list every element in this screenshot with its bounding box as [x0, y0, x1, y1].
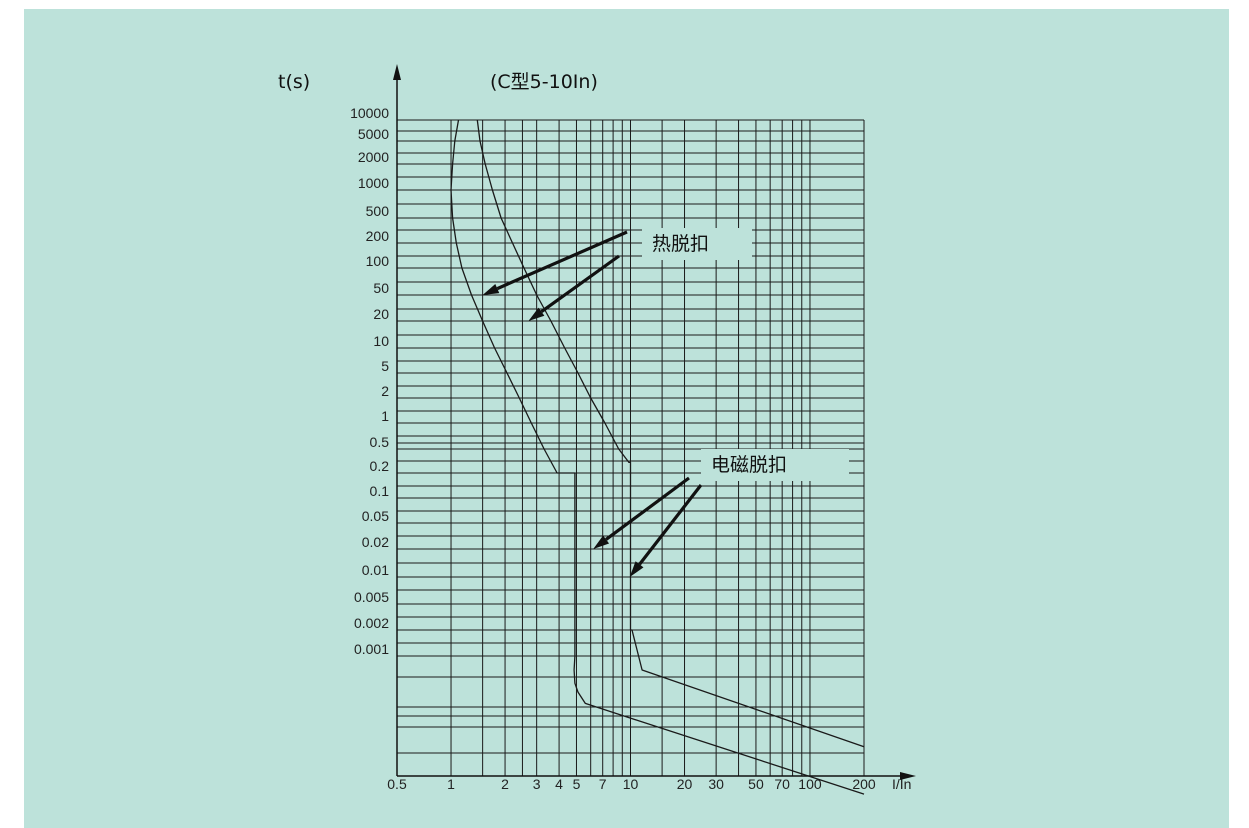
y-tick-label: 50	[373, 280, 389, 296]
x-tick-label: 1	[447, 776, 455, 792]
annotation-label: 电磁脱扣	[711, 454, 787, 476]
trip-curve-1	[450, 119, 865, 795]
chart-title: (C型5-10In)	[490, 71, 598, 93]
x-tick-label: 5	[573, 776, 581, 792]
y-tick-label: 0.1	[370, 483, 390, 499]
y-tick-labels: 10000 5000 2000 1000 500 200 100 50 20 10 5 2 1 0.5 0.…	[350, 105, 389, 657]
annotation-label: 热脱扣	[652, 233, 709, 255]
y-tick-label: 0.2	[370, 458, 390, 474]
x-tick-label: 70	[774, 776, 790, 792]
x-axis-label: I/In	[892, 776, 911, 792]
y-tick-label: 5	[381, 358, 389, 374]
y-tick-label: 20	[373, 306, 389, 322]
x-tick-label: 4	[555, 776, 563, 792]
x-tick-label: 3	[533, 776, 541, 792]
grid	[397, 119, 865, 776]
annotation-backdrop	[701, 449, 849, 481]
x-tick-label: 0.5	[387, 776, 407, 792]
x-tick-label: 30	[708, 776, 724, 792]
y-tick-label: 0.002	[354, 615, 389, 631]
x-tick-label: 50	[748, 776, 764, 792]
x-tick-label: 2	[501, 776, 509, 792]
annotation-arrow-shaft	[540, 254, 620, 313]
x-tick-label: 7	[599, 776, 607, 792]
x-tick-labels: 0.5 1 2 3 4 5 7 10 20 30 50 70 100 200	[387, 776, 876, 792]
annotation-arrow-shaft	[605, 476, 690, 541]
y-tick-label: 500	[366, 203, 390, 219]
annotation-arrow-shaft	[496, 230, 628, 291]
y-tick-label: 10000	[350, 105, 389, 121]
x-tick-label: 200	[852, 776, 876, 792]
y-tick-label: 10	[373, 333, 389, 349]
y-tick-label: 1000	[358, 175, 389, 191]
axes	[393, 64, 916, 780]
y-tick-label: 0.01	[362, 562, 389, 578]
annotation-arrow-head	[593, 535, 610, 549]
y-tick-label: 2000	[358, 149, 389, 165]
y-axis-arrow	[393, 64, 401, 80]
y-tick-label: 0.05	[362, 508, 389, 524]
x-axis-arrow	[900, 772, 916, 780]
x-tick-label: 100	[798, 776, 822, 792]
y-tick-label: 0.005	[354, 589, 389, 605]
y-tick-label: 1	[381, 408, 389, 424]
annotation-backdrop	[642, 228, 752, 260]
annotation-arrow-head	[482, 284, 500, 295]
y-tick-label: 2	[381, 383, 389, 399]
chart-panel	[24, 9, 1229, 828]
y-tick-label: 5000	[358, 126, 389, 142]
x-tick-label: 10	[623, 776, 639, 792]
annotation-arrow-shaft	[638, 484, 703, 566]
y-axis-label: t(s)	[278, 71, 310, 93]
y-tick-label: 0.5	[370, 434, 390, 450]
curves	[450, 119, 865, 795]
x-tick-label: 20	[677, 776, 693, 792]
trip-curve-2	[476, 119, 865, 748]
annotation-arrow-head	[629, 561, 644, 577]
y-tick-label: 0.02	[362, 534, 389, 550]
y-tick-label: 0.001	[354, 641, 389, 657]
annotation-arrow-head	[528, 307, 545, 321]
y-tick-label: 100	[366, 253, 390, 269]
y-tick-label: 200	[366, 228, 390, 244]
